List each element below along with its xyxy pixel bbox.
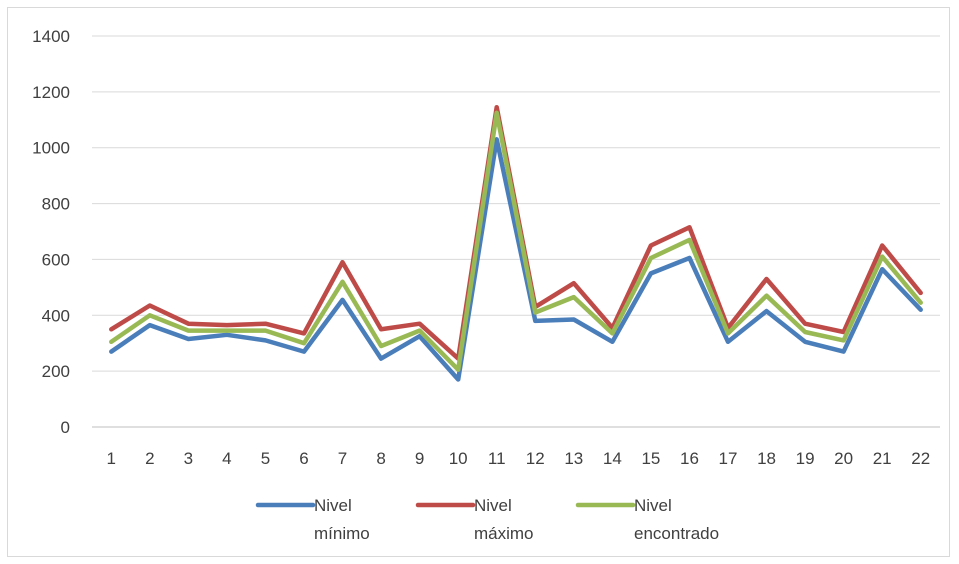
x-tick-label: 19 xyxy=(796,449,815,468)
legend-label-line2: máximo xyxy=(474,524,534,543)
legend-label-line1: Nivel xyxy=(634,496,672,515)
x-tick-label: 21 xyxy=(873,449,892,468)
legend-label-line1: Nivel xyxy=(474,496,512,515)
x-tick-label: 9 xyxy=(415,449,424,468)
x-tick-label: 1 xyxy=(107,449,116,468)
legend-label-line1: Nivel xyxy=(314,496,352,515)
x-tick-label: 22 xyxy=(911,449,930,468)
x-tick-label: 17 xyxy=(719,449,738,468)
x-tick-label: 11 xyxy=(488,449,506,468)
x-tick-label: 6 xyxy=(299,449,308,468)
series-line-1 xyxy=(109,137,923,382)
y-tick-label: 1400 xyxy=(32,27,70,46)
chart-frame xyxy=(7,7,950,557)
series-lines xyxy=(109,104,923,382)
x-tick-label: 2 xyxy=(145,449,154,468)
y-tick-label: 800 xyxy=(42,195,70,214)
x-tick-label: 10 xyxy=(449,449,468,468)
x-tick-label: 12 xyxy=(526,449,545,468)
legend-item-3: Nivel encontrado xyxy=(575,496,719,543)
x-tick-label: 20 xyxy=(834,449,853,468)
y-tick-label: 0 xyxy=(61,418,70,437)
y-tick-label: 600 xyxy=(42,250,70,269)
x-tick-label: 16 xyxy=(680,449,699,468)
legend: Nivel mínimo Nivel máximo Nivel encontrado xyxy=(255,496,719,543)
x-tick-label: 14 xyxy=(603,449,622,468)
x-tick-label: 5 xyxy=(261,449,270,468)
y-tick-label: 1200 xyxy=(32,83,70,102)
legend-item-2: Nivel máximo xyxy=(415,496,534,543)
x-tick-label: 7 xyxy=(338,449,347,468)
x-tick-label: 3 xyxy=(184,449,193,468)
legend-label-line2: mínimo xyxy=(314,524,370,543)
x-tick-label: 15 xyxy=(641,449,660,468)
legend-label-line2: encontrado xyxy=(634,524,719,543)
x-axis-tick-labels: 1 2 3 4 5 6 7 8 9 10 11 12 13 14 15 16 17 18 19 20 21 22 xyxy=(107,449,931,468)
legend-item-1: Nivel mínimo xyxy=(255,496,370,543)
y-tick-label: 1000 xyxy=(32,139,70,158)
y-axis-tick-labels: 0 200 400 600 800 1000 1200 1400 xyxy=(32,27,70,437)
y-tick-label: 400 xyxy=(42,306,70,325)
x-tick-label: 13 xyxy=(564,449,583,468)
x-tick-label: 4 xyxy=(222,449,231,468)
series-line-3 xyxy=(109,110,923,372)
y-tick-label: 200 xyxy=(42,362,70,381)
x-tick-label: 18 xyxy=(757,449,776,468)
x-tick-label: 8 xyxy=(376,449,385,468)
